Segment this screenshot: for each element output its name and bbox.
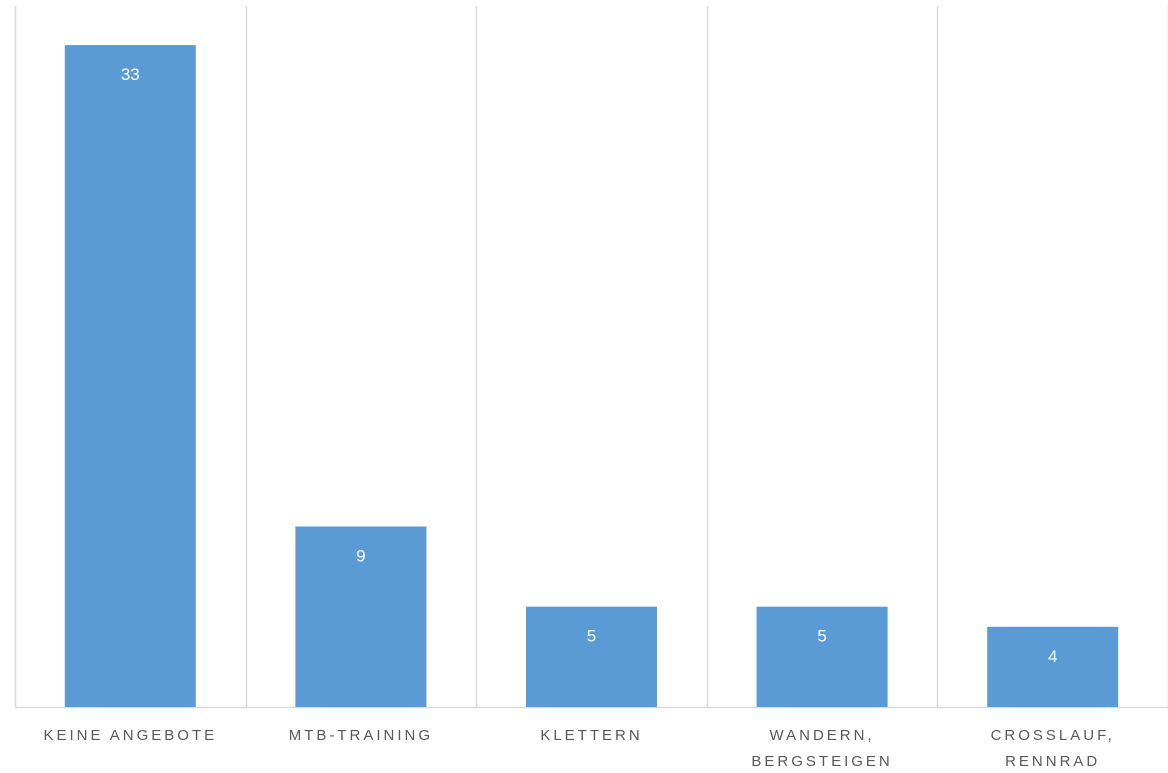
category-label-0: KEINE ANGEBOTE bbox=[43, 727, 217, 744]
bar-3 bbox=[756, 606, 888, 707]
category-label-3: WANDERN, BERGSTEIGEN bbox=[751, 727, 892, 770]
category-label-1-line-0: MTB-TRAINING bbox=[289, 727, 433, 744]
bar-4 bbox=[987, 626, 1119, 707]
data-label-0: 33 bbox=[121, 65, 140, 84]
bar-layer bbox=[64, 45, 1119, 708]
category-label-2: KLETTERN bbox=[540, 727, 642, 744]
data-label-3: 5 bbox=[817, 627, 826, 646]
category-label-4-line-0: CROSSLAUF, bbox=[991, 727, 1115, 744]
category-label-3-line-1: BERGSTEIGEN bbox=[751, 753, 892, 770]
data-label-1: 9 bbox=[356, 547, 365, 566]
data-label-2: 5 bbox=[587, 627, 596, 646]
category-label-4: CROSSLAUF, RENNRAD bbox=[991, 727, 1115, 770]
label-layer: 33 KEINE ANGEBOTE 9 MTB-TRAINING 5 KLETTERN 5 W… bbox=[43, 65, 1115, 770]
category-label-3-line-0: WANDERN, bbox=[770, 727, 875, 744]
bar-0 bbox=[64, 45, 196, 708]
category-label-4-line-1: RENNRAD bbox=[1005, 753, 1100, 770]
category-label-0-line-0: KEINE ANGEBOTE bbox=[43, 727, 217, 744]
category-label-1: MTB-TRAINING bbox=[289, 727, 433, 744]
grid-layer bbox=[14, 6, 1168, 709]
category-label-2-line-0: KLETTERN bbox=[540, 727, 642, 744]
bar-2 bbox=[526, 606, 657, 707]
data-label-4: 4 bbox=[1048, 647, 1057, 666]
bar-1 bbox=[295, 526, 427, 707]
